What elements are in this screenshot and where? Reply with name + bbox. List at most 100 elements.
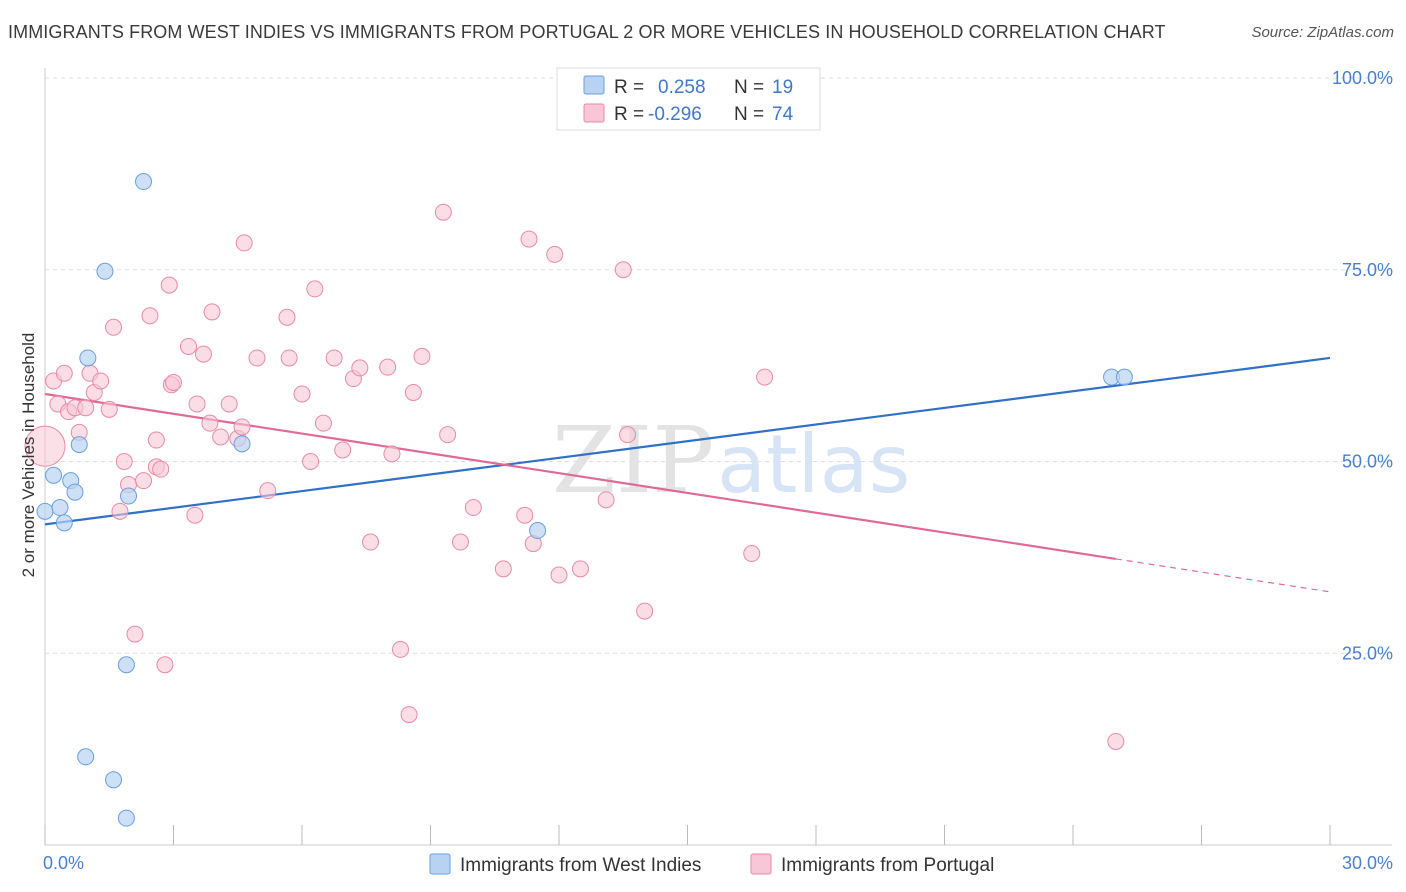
grid-layer xyxy=(45,77,1392,654)
data-point-portugal xyxy=(194,345,212,363)
data-point-portugal xyxy=(165,373,182,391)
data-point-portugal xyxy=(160,276,178,294)
data-point-portugal xyxy=(597,491,615,509)
data-point-portugal xyxy=(571,560,589,578)
data-point-west-indies xyxy=(233,435,251,453)
trend-line-portugal-extension xyxy=(1115,558,1331,593)
data-point-west-indies xyxy=(70,436,88,454)
trend-line-portugal xyxy=(44,392,1117,560)
data-point-portugal xyxy=(379,358,397,376)
data-point-portugal xyxy=(464,499,482,517)
legend-swatch-portugal xyxy=(583,103,605,123)
labels-layer: 25.0% 50.0% 75.0% 100.0% 0.0% 30.0% xyxy=(43,68,1393,873)
trend-layer xyxy=(44,356,1331,593)
data-point-portugal xyxy=(619,426,637,444)
data-point-portugal xyxy=(115,453,133,470)
data-point-west-indies xyxy=(135,173,153,191)
data-point-portugal xyxy=(188,395,206,413)
data-point-west-indies xyxy=(45,466,63,484)
data-point-west-indies xyxy=(529,522,547,540)
data-point-portugal xyxy=(1107,732,1125,750)
data-point-west-indies xyxy=(1115,368,1133,386)
data-point-portugal xyxy=(400,706,418,724)
data-point-portugal xyxy=(77,399,95,417)
bottom-legend-swatch-west-indies xyxy=(429,853,451,875)
data-point-portugal xyxy=(434,203,452,221)
data-point-portugal xyxy=(280,349,298,367)
y-tick-label: 50.0% xyxy=(1342,452,1393,472)
data-point-west-indies xyxy=(96,262,114,280)
data-point-portugal xyxy=(550,566,568,584)
data-point-portugal xyxy=(334,441,352,459)
data-point-portugal xyxy=(439,426,457,444)
y-tick-label: 25.0% xyxy=(1342,643,1393,663)
data-point-portugal xyxy=(756,368,774,386)
data-point-portugal xyxy=(293,385,311,403)
data-point-portugal xyxy=(325,349,343,367)
legend-r-value: -0.296 xyxy=(648,104,702,125)
legend-swatch-west-indies xyxy=(583,75,605,95)
trend-line-west-indies xyxy=(44,356,1331,526)
data-point-portugal xyxy=(179,337,197,355)
data-point-portugal xyxy=(105,318,123,336)
chart-title: IMMIGRANTS FROM WEST INDIES VS IMMIGRANT… xyxy=(8,22,1166,42)
legend-r-label: R = xyxy=(614,104,644,125)
data-point-portugal xyxy=(302,453,320,470)
data-point-portugal xyxy=(259,482,277,500)
watermark-zip: ZIP xyxy=(552,407,714,514)
data-point-portugal xyxy=(520,230,538,248)
data-point-west-indies xyxy=(105,771,123,789)
data-point-portugal xyxy=(614,261,632,279)
data-point-portugal xyxy=(201,414,219,432)
y-axis-label: 2 or more Vehicles in Household xyxy=(19,333,38,578)
data-point-portugal xyxy=(152,460,170,478)
data-point-portugal xyxy=(451,533,469,551)
legend: R = 0.258 N = 19 R = -0.296 N = 74 xyxy=(556,67,821,131)
data-point-portugal xyxy=(235,234,253,252)
data-point-portugal xyxy=(516,506,534,524)
legend-r-label: R = xyxy=(614,77,644,98)
bottom-legend-west-indies: Immigrants from West Indies xyxy=(460,855,701,876)
bottom-legend-portugal: Immigrants from Portugal xyxy=(781,855,994,876)
points-layer xyxy=(24,173,1133,827)
data-point-portugal xyxy=(126,625,144,643)
data-point-portugal xyxy=(111,502,129,520)
data-point-portugal xyxy=(233,418,251,436)
data-point-portugal xyxy=(92,372,110,390)
source-credit: Source: ZipAtlas.com xyxy=(1251,24,1394,41)
data-point-portugal xyxy=(141,307,159,325)
data-point-west-indies xyxy=(66,483,84,501)
legend-r-value: 0.258 xyxy=(658,77,706,98)
data-point-portugal xyxy=(278,308,296,326)
data-point-portugal xyxy=(248,349,266,367)
legend-n-label: N = xyxy=(734,104,764,125)
data-point-portugal xyxy=(306,280,324,298)
x-tick-label: 0.0% xyxy=(43,853,84,873)
legend-n-value: 19 xyxy=(772,77,793,98)
data-point-portugal xyxy=(404,383,422,401)
data-point-portugal xyxy=(55,364,73,382)
data-point-portugal xyxy=(135,472,153,490)
data-point-portugal xyxy=(100,400,118,418)
data-point-west-indies xyxy=(77,748,95,766)
data-point-portugal xyxy=(351,359,369,377)
data-point-west-indies xyxy=(117,656,135,674)
data-point-portugal xyxy=(314,414,332,432)
data-point-west-indies xyxy=(51,499,69,517)
data-point-portugal xyxy=(494,560,512,578)
data-point-portugal xyxy=(24,425,66,467)
watermark-atlas: atlas xyxy=(717,418,910,511)
data-point-west-indies xyxy=(55,514,73,532)
watermark: ZIP atlas xyxy=(552,407,910,514)
data-point-west-indies xyxy=(120,487,138,505)
data-point-portugal xyxy=(147,431,165,449)
data-point-portugal xyxy=(212,428,230,446)
data-point-west-indies xyxy=(117,809,135,827)
data-point-portugal xyxy=(186,506,204,524)
y-tick-label: 75.0% xyxy=(1342,260,1393,280)
data-point-portugal xyxy=(392,640,410,658)
data-point-portugal xyxy=(413,347,431,365)
data-point-portugal xyxy=(220,395,238,413)
data-point-west-indies xyxy=(36,502,54,520)
